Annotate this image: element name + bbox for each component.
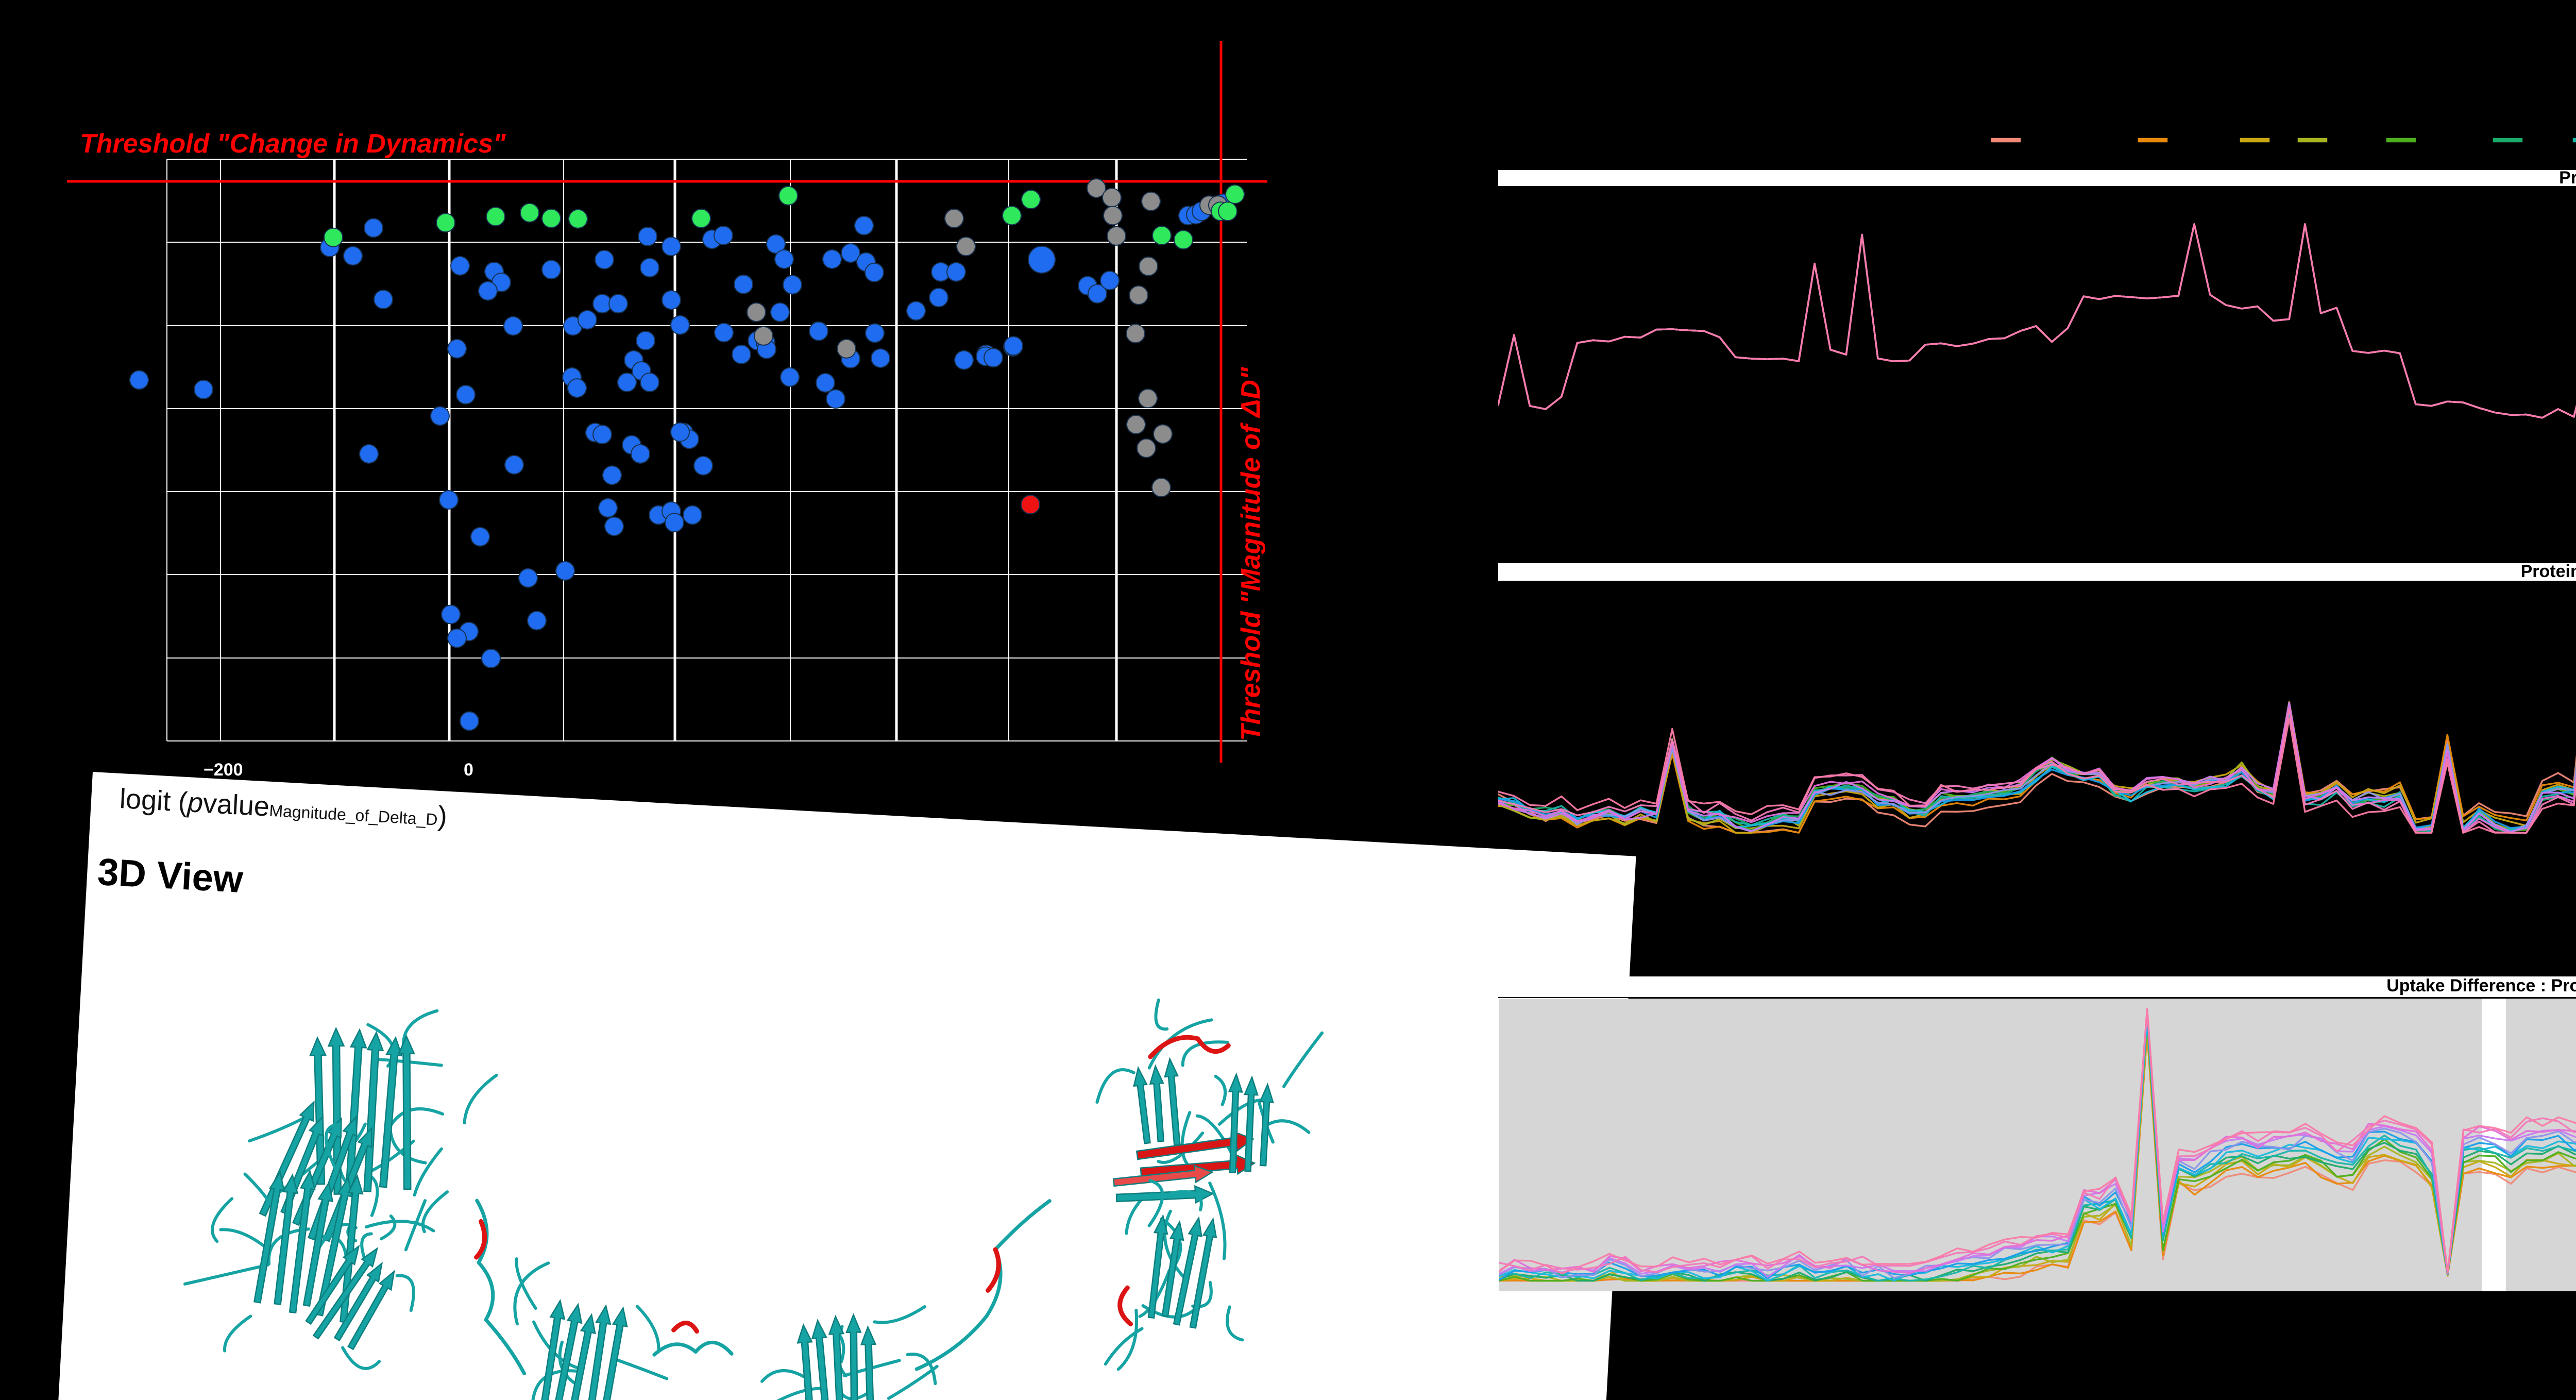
svg-text:Threshold "Change in Dynamics": Threshold "Change in Dynamics" <box>80 129 506 159</box>
svg-text:Threshold "Magnitude of ΔD": Threshold "Magnitude of ΔD" <box>1236 366 1266 741</box>
